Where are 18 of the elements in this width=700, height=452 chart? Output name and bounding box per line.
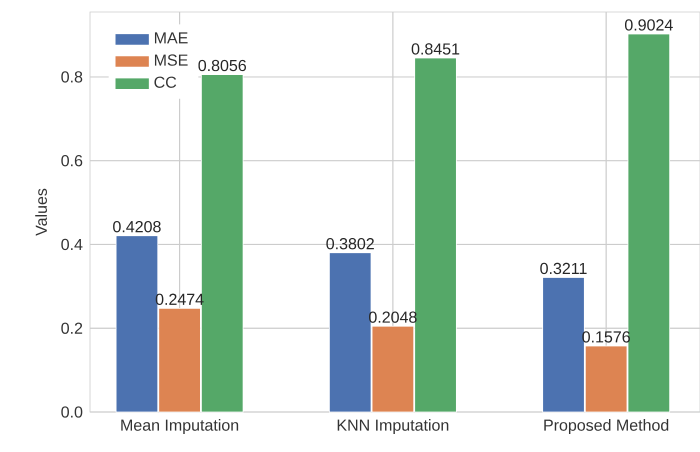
data-label: 0.9024	[624, 19, 673, 31]
y-tick-label: 0.8	[61, 71, 82, 83]
data-label: 0.8056	[198, 60, 246, 72]
y-axis-title: Values	[35, 188, 47, 236]
y-tick-label: 0.0	[61, 406, 82, 418]
data-label: 0.4208	[113, 221, 161, 232]
y-tick-label: 0.2	[61, 322, 82, 334]
legend-label: MAE	[154, 32, 188, 44]
data-label: 0.3211	[540, 262, 587, 274]
data-label: 0.8451	[412, 43, 460, 55]
y-tick-label: 0.4	[61, 238, 82, 250]
x-tick-label: Proposed Method	[544, 419, 668, 434]
x-tick-label: KNN Imputation	[338, 419, 448, 434]
y-tick-label: 0.6	[61, 155, 82, 166]
x-tick-label: Mean Imputation	[121, 419, 238, 434]
legend-label: MSE	[154, 54, 188, 66]
data-label: 0.3802	[326, 238, 374, 250]
legend-label: CC	[154, 76, 176, 88]
